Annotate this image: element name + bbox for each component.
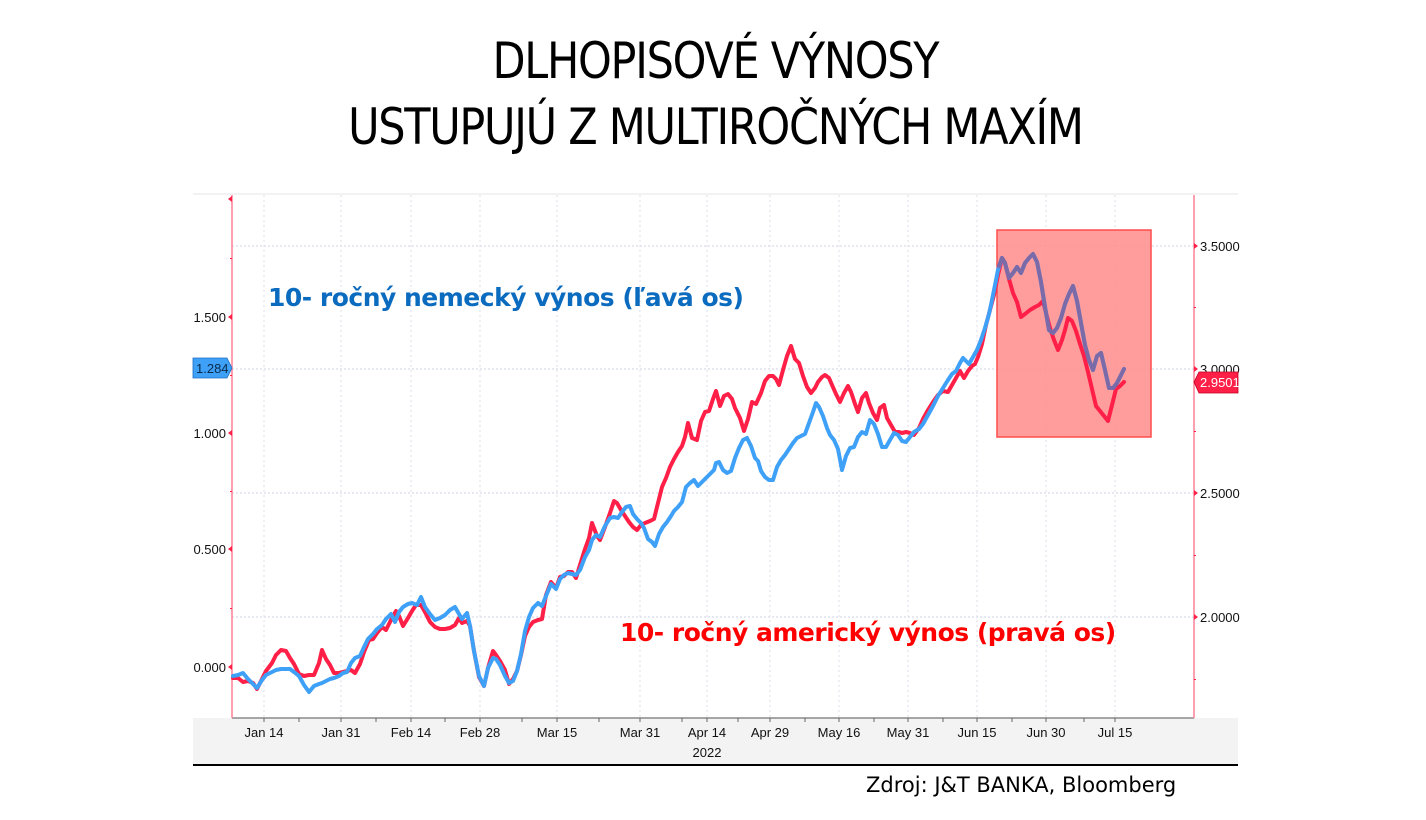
left-current-value: 1.284 (196, 361, 229, 376)
right-axis-tick-marks (1194, 243, 1198, 680)
x-tick-label: Jan 31 (321, 725, 360, 740)
page-title: DLHOPISOVÉ VÝNOSY USTUPUJÚ Z MULTIROČNÝC… (102, 28, 1328, 160)
x-ticks (263, 718, 1116, 722)
title-line-2: USTUPUJÚ Z MULTIROČNÝCH MAXÍM (348, 98, 1084, 156)
x-tick-label: Jul 15 (1098, 725, 1133, 740)
right-current-value-badge: 2.9501 (1193, 371, 1240, 394)
right-tick-label: 2.5000 (1200, 486, 1240, 501)
x-tick-label: Jan 14 (244, 725, 283, 740)
x-tick-label: Apr 29 (751, 725, 789, 740)
left-tick-label: 1.500 (193, 310, 226, 325)
germany-yield-line (231, 252, 1126, 694)
left-tick-label: 1.000 (193, 426, 226, 441)
left-tick-label: 0.500 (193, 542, 226, 557)
x-tick-label: Feb 14 (391, 725, 431, 740)
right-tick-label: 3.5000 (1200, 239, 1240, 254)
x-tick-labels: Jan 14 Jan 31 Feb 14 Feb 28 Mar 15 Mar 3… (244, 725, 1132, 760)
title-line-1: DLHOPISOVÉ VÝNOSY (492, 32, 939, 90)
left-axis-labels: 1.500 1.000 0.500 0.000 (193, 310, 226, 675)
x-axis-band (193, 718, 1238, 765)
x-tick-label: Apr 14 (688, 725, 726, 740)
overlap-line (997, 252, 1126, 390)
left-tick-label: 0.000 (193, 660, 226, 675)
x-tick-label: Jun 30 (1026, 725, 1065, 740)
x-tick-label: Mar 31 (620, 725, 660, 740)
right-tick-label: 2.0000 (1200, 610, 1240, 625)
x-tick-label: May 31 (887, 725, 930, 740)
left-axis-tick-marks (228, 196, 232, 670)
x-tick-label: May 16 (818, 725, 861, 740)
right-axis-labels: 3.5000 3.0000 2.5000 2.0000 (1200, 239, 1240, 625)
x-tick-label: Feb 28 (460, 725, 500, 740)
us-yield-line (231, 256, 1126, 691)
germany-series-label: 10- ročný nemecký výnos (ľavá os) (268, 283, 744, 312)
x-tick-label: Mar 15 (537, 725, 577, 740)
x-axis-year: 2022 (693, 745, 722, 760)
us-series-label: 10- ročný americký výnos (pravá os) (620, 618, 1116, 647)
right-current-value: 2.9501 (1200, 375, 1240, 390)
x-tick-label: Jun 15 (957, 725, 996, 740)
left-current-value-badge: 1.284 (192, 357, 233, 379)
source-note: Zdroj: J&T BANKA, Bloomberg (866, 773, 1177, 797)
highlight-box (996, 229, 1152, 438)
